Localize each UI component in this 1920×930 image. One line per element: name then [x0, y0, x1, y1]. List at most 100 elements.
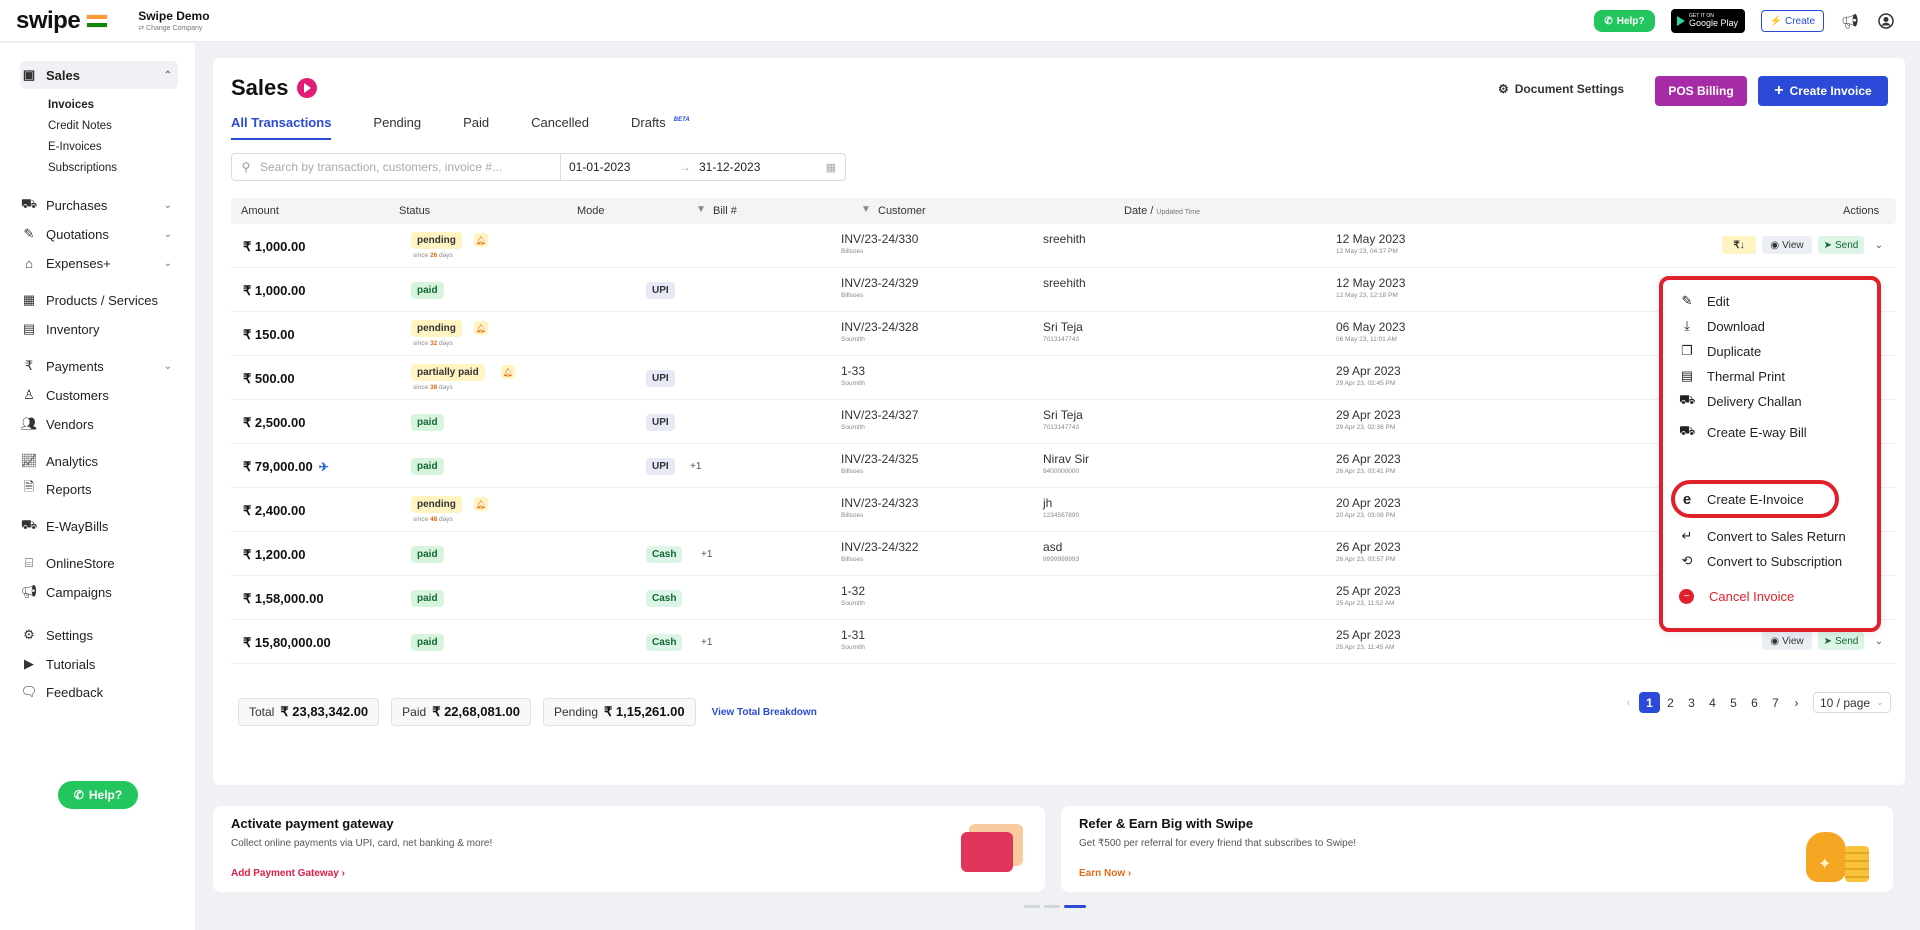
menu-item-cancel-invoice[interactable]: − Cancel Invoice [1679, 585, 1869, 607]
send-button[interactable]: ➤ Send [1818, 632, 1864, 650]
table-row[interactable]: ₹ 15,80,000.00 paid Cash +1 1-31 Soumith… [231, 620, 1896, 664]
table-row[interactable]: ₹ 1,000.00 paid UPI INV/23-24/329 Billso… [231, 268, 1896, 312]
date-from[interactable]: 01-01-2023 [569, 160, 631, 174]
megaphone-icon[interactable]: 📢︎ [1841, 12, 1859, 29]
bill-creator: Billsoes [841, 468, 864, 475]
tab-paid[interactable]: Paid [463, 115, 490, 130]
add-payment-gateway-link[interactable]: Add Payment Gateway › [231, 868, 345, 879]
menu-item-edit[interactable]: ✎ Edit [1679, 290, 1869, 312]
tab-cancelled[interactable]: Cancelled [531, 115, 589, 130]
tab-pending[interactable]: Pending [373, 115, 422, 130]
table-row[interactable]: ₹ 500.00 partially paid 🔔︎ since 38 days… [231, 356, 1896, 400]
table-row[interactable]: ₹ 1,000.00 pending 🔔︎ since 26 days INV/… [231, 224, 1896, 268]
header-date[interactable]: Date / Updated Time [1124, 205, 1200, 217]
pending-since: since 38 days [413, 384, 453, 391]
sidebar-item-onlinestore[interactable]: ⌸ OnlineStore [20, 549, 178, 577]
document-settings-button[interactable]: ⚙ Document Settings [1498, 82, 1624, 96]
bell-reminder-icon[interactable]: 🔔︎ [474, 497, 488, 511]
bell-reminder-icon[interactable]: 🔔︎ [474, 233, 488, 247]
sidebar-item-analytics[interactable]: 📈︎ Analytics [20, 447, 178, 475]
sidebar-item-e-invoices[interactable]: E-Invoices [48, 141, 102, 153]
more-actions-chevron-icon[interactable]: ⌄ [1874, 635, 1884, 647]
play-video-icon[interactable] [296, 78, 317, 98]
sidebar-item-ewaybills[interactable]: ⛟ E-WayBills [20, 512, 178, 540]
prev-page-icon[interactable]: ‹ [1626, 696, 1631, 709]
sidebar-item-reports[interactable]: 🗎︎ Reports [20, 475, 178, 503]
customer-phone: 9999999993 [1043, 556, 1080, 563]
table-row[interactable]: ₹ 2,400.00 pending 🔔︎ since 48 days INV/… [231, 488, 1896, 532]
sidebar-item-quotations[interactable]: ✎ Quotations ⌄ [20, 220, 178, 248]
amount: ₹ 2,500.00 [243, 415, 306, 430]
record-payment-button[interactable]: ₹↓ [1722, 236, 1756, 254]
sidebar-item-subscriptions[interactable]: Subscriptions [48, 162, 118, 174]
sidebar-item-sales[interactable]: ▣ Sales ⌃ [20, 61, 178, 89]
bill-number: INV/23-24/330 [841, 232, 919, 246]
sidebar-item-expenses[interactable]: ⌂ Expenses+ ⌄ [20, 249, 178, 277]
sidebar-item-inventory[interactable]: ▤ Inventory [20, 315, 178, 343]
top-create-button[interactable]: ⚡ Create [1760, 10, 1824, 32]
table-row[interactable]: ₹ 79,000.00 ✈ paid UPI +1 INV/23-24/325 B… [231, 444, 1896, 488]
page-5[interactable]: 5 [1730, 695, 1737, 710]
sidebar-item-customers[interactable]: ♙ Customers [20, 381, 178, 409]
sidebar-item-credit-notes[interactable]: Credit Notes [48, 120, 112, 132]
google-play-button[interactable]: GET IT ON Google Play [1670, 9, 1745, 33]
more-actions-chevron-icon[interactable]: ⌄ [1874, 239, 1884, 251]
date-range-picker[interactable]: 01-01-2023 → 31-12-2023 ▦ [560, 154, 846, 180]
page-7[interactable]: 7 [1772, 695, 1779, 710]
menu-item-create-eway-bill[interactable]: ⛟ Create E-way Bill [1679, 421, 1869, 443]
user-avatar-icon[interactable] [1876, 11, 1896, 31]
sidebar-item-settings[interactable]: ⚙ Settings [20, 621, 178, 649]
menu-item-duplicate[interactable]: ❐ Duplicate [1679, 340, 1869, 362]
search-input[interactable] [260, 160, 560, 174]
menu-item-download[interactable]: ⤓ Download [1679, 315, 1869, 337]
table-row[interactable]: ₹ 2,500.00 paid UPI INV/23-24/327 Soumit… [231, 400, 1896, 444]
menu-item-thermal-print[interactable]: ▤ Thermal Print [1679, 365, 1869, 387]
sidebar-item-products[interactable]: ▦ Products / Services [20, 286, 178, 314]
date-to[interactable]: 31-12-2023 [699, 160, 761, 174]
beta-badge: BETA [673, 117, 690, 123]
whatsapp-help-button[interactable]: ✆ Help? [1594, 10, 1655, 32]
sidebar-item-campaigns[interactable]: 📢︎ Campaigns [20, 578, 178, 606]
menu-item-delivery-challan[interactable]: ⛟ Delivery Challan [1679, 390, 1869, 412]
tab-all-transactions[interactable]: All Transactions [231, 115, 332, 140]
carousel-indicator[interactable] [1024, 905, 1086, 908]
filter-icon[interactable]: ▼ [696, 204, 706, 215]
page-1[interactable]: 1 [1639, 692, 1660, 713]
menu-item-convert-subscription[interactable]: ⟲ Convert to Subscription [1679, 550, 1869, 572]
page-4[interactable]: 4 [1709, 695, 1716, 710]
table-row[interactable]: ₹ 1,58,000.00 paid Cash 1-32 Soumith 25 … [231, 576, 1896, 620]
filter-icon[interactable]: ▼ [861, 204, 871, 215]
view-button[interactable]: ◉ View [1762, 632, 1812, 650]
sidebar-item-feedback[interactable]: 🗨︎ Feedback [20, 678, 178, 706]
view-total-breakdown-link[interactable]: View Total Breakdown [711, 706, 817, 718]
bell-reminder-icon[interactable]: 🔔︎ [501, 365, 515, 379]
page-6[interactable]: 6 [1751, 695, 1758, 710]
next-page-icon[interactable]: › [1794, 695, 1799, 710]
page-3[interactable]: 3 [1688, 695, 1695, 710]
send-button[interactable]: ➤ Send [1818, 236, 1864, 254]
sidebar-item-payments[interactable]: ₹ Payments ⌄ [20, 352, 178, 380]
tab-drafts[interactable]: Drafts BETA [631, 115, 690, 140]
sidebar-item-tutorials[interactable]: ▶ Tutorials [20, 650, 178, 678]
change-company-link[interactable]: ⇄ Change Company [138, 25, 203, 32]
sidebar-item-vendors[interactable]: 👥︎ Vendors [20, 410, 178, 438]
page-size-select[interactable]: 10 / page ⌄ [1813, 692, 1891, 713]
view-button[interactable]: ◉ View [1762, 236, 1812, 254]
menu-item-create-e-invoice[interactable]: e Create E-Invoice [1679, 488, 1869, 510]
bell-reminder-icon[interactable]: 🔔︎ [474, 321, 488, 335]
table-row[interactable]: ₹ 1,200.00 paid Cash +1 INV/23-24/322 Bi… [231, 532, 1896, 576]
table-row[interactable]: ₹ 150.00 pending 🔔︎ since 32 days INV/23… [231, 312, 1896, 356]
earn-now-link[interactable]: Earn Now › [1079, 868, 1132, 879]
create-invoice-button[interactable]: + Create Invoice [1758, 76, 1888, 106]
sidebar-help-button[interactable]: ✆ Help? [58, 781, 138, 809]
pos-billing-button[interactable]: POS Billing [1655, 76, 1747, 106]
menu-item-convert-sales-return[interactable]: ↵ Convert to Sales Return [1679, 525, 1869, 547]
updated-time: 12 May 23, 04:37 PM [1336, 248, 1398, 255]
sidebar-item-purchases[interactable]: ⛟ Purchases ⌄ [20, 191, 178, 219]
company-switcher[interactable]: Swipe Demo ⇄ Change Company [138, 9, 209, 32]
page-2[interactable]: 2 [1667, 695, 1674, 710]
status-badge: paid [411, 634, 444, 651]
swipe-logo[interactable]: swipe [16, 7, 109, 35]
header-amount[interactable]: Amount [241, 205, 279, 217]
sidebar-item-invoices[interactable]: Invoices [48, 99, 95, 111]
